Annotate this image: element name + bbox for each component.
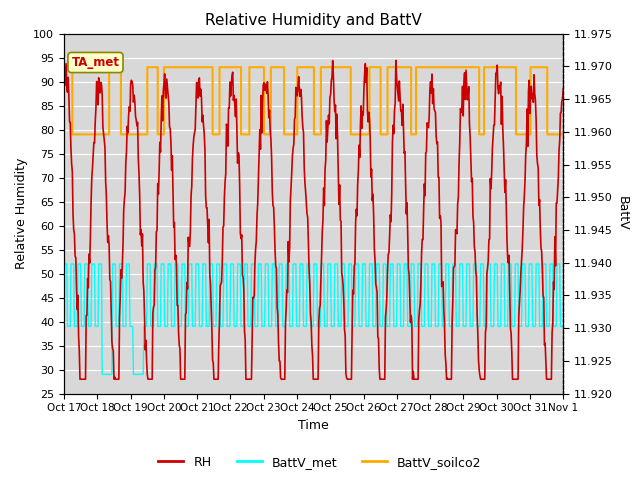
Y-axis label: BattV: BattV: [616, 196, 629, 231]
Legend: RH, BattV_met, BattV_soilco2: RH, BattV_met, BattV_soilco2: [154, 451, 486, 474]
Title: Relative Humidity and BattV: Relative Humidity and BattV: [205, 13, 422, 28]
Text: TA_met: TA_met: [72, 56, 120, 69]
Y-axis label: Relative Humidity: Relative Humidity: [15, 158, 28, 269]
X-axis label: Time: Time: [298, 419, 329, 432]
